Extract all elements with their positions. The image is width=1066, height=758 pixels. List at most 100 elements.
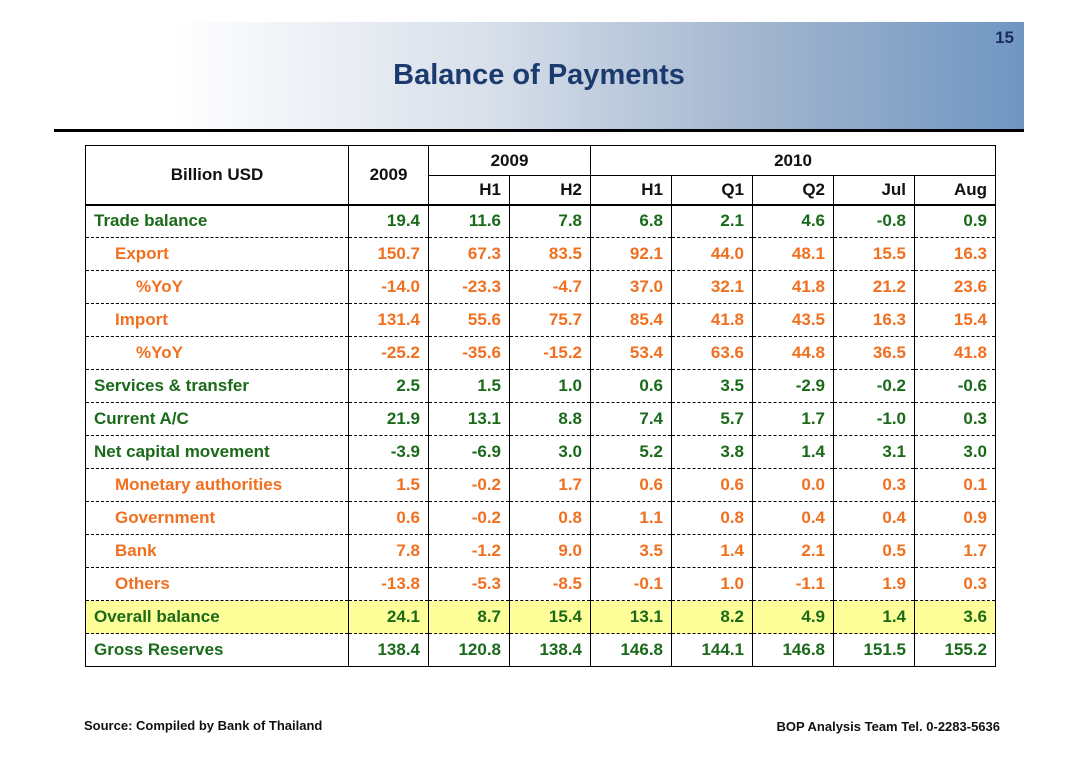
table-cell: 0.3 bbox=[833, 468, 915, 502]
table-cell: 0.1 bbox=[914, 468, 996, 502]
column-group-2009: 2009 bbox=[428, 145, 591, 176]
row-label: Export bbox=[85, 237, 349, 271]
table-cell: 37.0 bbox=[590, 270, 672, 304]
table-cell: 150.7 bbox=[348, 237, 429, 271]
page-number: 15 bbox=[995, 28, 1014, 47]
table-cell: -6.9 bbox=[428, 435, 510, 469]
table-cell: 55.6 bbox=[428, 303, 510, 337]
row-label: Trade balance bbox=[85, 203, 349, 238]
row-label: Government bbox=[85, 501, 349, 535]
table-cell: -1.1 bbox=[752, 567, 834, 601]
table-cell: 1.9 bbox=[833, 567, 915, 601]
table-row: Monetary authorities 1.5 -0.2 1.7 0.6 0.6 0.0 0… bbox=[85, 468, 996, 502]
table-cell: -0.2 bbox=[428, 468, 510, 502]
header-divider bbox=[54, 129, 1024, 132]
table-cell: 3.0 bbox=[914, 435, 996, 469]
contact-note: BOP Analysis Team Tel. 0-2283-5636 bbox=[776, 719, 1000, 734]
table-row: Net capital movement -3.9 -6.9 3.0 5.2 3.8 1.4… bbox=[85, 435, 996, 469]
table-cell: 1.4 bbox=[833, 600, 915, 634]
table-cell: 3.1 bbox=[833, 435, 915, 469]
table-cell: 85.4 bbox=[590, 303, 672, 337]
table-cell: 3.8 bbox=[671, 435, 753, 469]
table-cell: 155.2 bbox=[914, 633, 996, 667]
table-cell: 32.1 bbox=[671, 270, 753, 304]
row-label: Gross Reserves bbox=[85, 633, 349, 667]
balance-of-payments-table: Billion USD 2009 2009 2010 H1 H2 H1 Q1 Q… bbox=[85, 145, 996, 667]
table-row: Import 131.4 55.6 75.7 85.4 41.8 43.5 16.3 15.4 bbox=[85, 303, 996, 337]
row-label: Services & transfer bbox=[85, 369, 349, 403]
table-cell: 23.6 bbox=[914, 270, 996, 304]
column-header-period: Aug bbox=[914, 175, 996, 205]
table-row: Trade balance 19.4 11.6 7.8 6.8 2.1 4.6 -0.8 0.9 bbox=[85, 203, 996, 238]
table-cell: 15.5 bbox=[833, 237, 915, 271]
table-cell: 4.9 bbox=[752, 600, 834, 634]
table-row: Export 150.7 67.3 83.5 92.1 44.0 48.1 15.5 16.3 bbox=[85, 237, 996, 271]
table-cell: 92.1 bbox=[590, 237, 672, 271]
table-row: Others -13.8 -5.3 -8.5 -0.1 1.0 -1.1 1.9 0.3 bbox=[85, 567, 996, 601]
row-label: Current A/C bbox=[85, 402, 349, 436]
table-row: Government 0.6 -0.2 0.8 1.1 0.8 0.4 0.4 0.9 bbox=[85, 501, 996, 535]
table-cell: 120.8 bbox=[428, 633, 510, 667]
table-cell: 7.8 bbox=[509, 203, 591, 238]
table-cell: 13.1 bbox=[590, 600, 672, 634]
table-cell: 63.6 bbox=[671, 336, 753, 370]
table-cell: 146.8 bbox=[590, 633, 672, 667]
table-cell: 1.7 bbox=[914, 534, 996, 568]
table-cell: 44.0 bbox=[671, 237, 753, 271]
table-cell: -0.6 bbox=[914, 369, 996, 403]
table-cell: 53.4 bbox=[590, 336, 672, 370]
table-cell: -25.2 bbox=[348, 336, 429, 370]
table-cell: 138.4 bbox=[348, 633, 429, 667]
table-cell: 138.4 bbox=[509, 633, 591, 667]
table-cell: 0.9 bbox=[914, 203, 996, 238]
table-cell: 67.3 bbox=[428, 237, 510, 271]
table-cell: 1.7 bbox=[509, 468, 591, 502]
table-row: %YoY -25.2 -35.6 -15.2 53.4 63.6 44.8 36.5 41.8 bbox=[85, 336, 996, 370]
table-cell: 41.8 bbox=[914, 336, 996, 370]
table-cell: 5.7 bbox=[671, 402, 753, 436]
table-cell: 144.1 bbox=[671, 633, 753, 667]
table-cell: 8.7 bbox=[428, 600, 510, 634]
table-cell: -0.2 bbox=[833, 369, 915, 403]
table-cell: 0.8 bbox=[509, 501, 591, 535]
table-cell: -13.8 bbox=[348, 567, 429, 601]
row-label: Bank bbox=[85, 534, 349, 568]
table-cell: 0.3 bbox=[914, 567, 996, 601]
table-cell: 0.6 bbox=[671, 468, 753, 502]
table-cell: -23.3 bbox=[428, 270, 510, 304]
table-cell: 1.5 bbox=[348, 468, 429, 502]
table-cell: -0.1 bbox=[590, 567, 672, 601]
row-label: %YoY bbox=[85, 270, 349, 304]
table-cell: 3.5 bbox=[590, 534, 672, 568]
table-cell: 1.1 bbox=[590, 501, 672, 535]
table-cell: 1.7 bbox=[752, 402, 834, 436]
table-cell: 15.4 bbox=[914, 303, 996, 337]
column-header-period: H2 bbox=[509, 175, 591, 205]
table-cell: 2.1 bbox=[752, 534, 834, 568]
table-cell: 19.4 bbox=[348, 203, 429, 238]
column-header-period: Q1 bbox=[671, 175, 753, 205]
table-cell: 0.4 bbox=[833, 501, 915, 535]
table-cell: 0.9 bbox=[914, 501, 996, 535]
table-cell: -35.6 bbox=[428, 336, 510, 370]
table-cell: 1.5 bbox=[428, 369, 510, 403]
table-cell: 3.5 bbox=[671, 369, 753, 403]
table-cell: 0.4 bbox=[752, 501, 834, 535]
table-cell: 13.1 bbox=[428, 402, 510, 436]
row-label: Net capital movement bbox=[85, 435, 349, 469]
source-note: Source: Compiled by Bank of Thailand bbox=[84, 718, 323, 733]
table-cell: 21.9 bbox=[348, 402, 429, 436]
table-cell: 0.0 bbox=[752, 468, 834, 502]
table-cell: 16.3 bbox=[833, 303, 915, 337]
table-row: Overall balance 24.1 8.7 15.4 13.1 8.2 4.9 1.4 3… bbox=[85, 600, 996, 634]
table-cell: -5.3 bbox=[428, 567, 510, 601]
table-cell: 0.3 bbox=[914, 402, 996, 436]
table-cell: 15.4 bbox=[509, 600, 591, 634]
column-header-label: Billion USD bbox=[85, 145, 349, 205]
table-cell: 1.0 bbox=[671, 567, 753, 601]
table-cell: 16.3 bbox=[914, 237, 996, 271]
table-cell: 146.8 bbox=[752, 633, 834, 667]
table-cell: -2.9 bbox=[752, 369, 834, 403]
table-cell: -15.2 bbox=[509, 336, 591, 370]
table-row: Services & transfer 2.5 1.5 1.0 0.6 3.5 -2.9 -0… bbox=[85, 369, 996, 403]
